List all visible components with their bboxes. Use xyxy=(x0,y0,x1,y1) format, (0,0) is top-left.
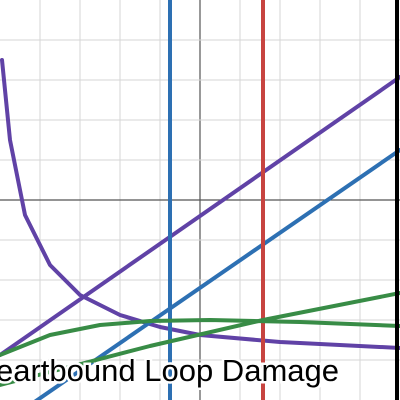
curve xyxy=(0,291,400,387)
curve xyxy=(0,318,400,357)
chart-title: eartbound Loop Damage xyxy=(0,353,339,388)
curve xyxy=(0,75,400,357)
curve xyxy=(33,148,400,400)
curve xyxy=(0,58,400,350)
